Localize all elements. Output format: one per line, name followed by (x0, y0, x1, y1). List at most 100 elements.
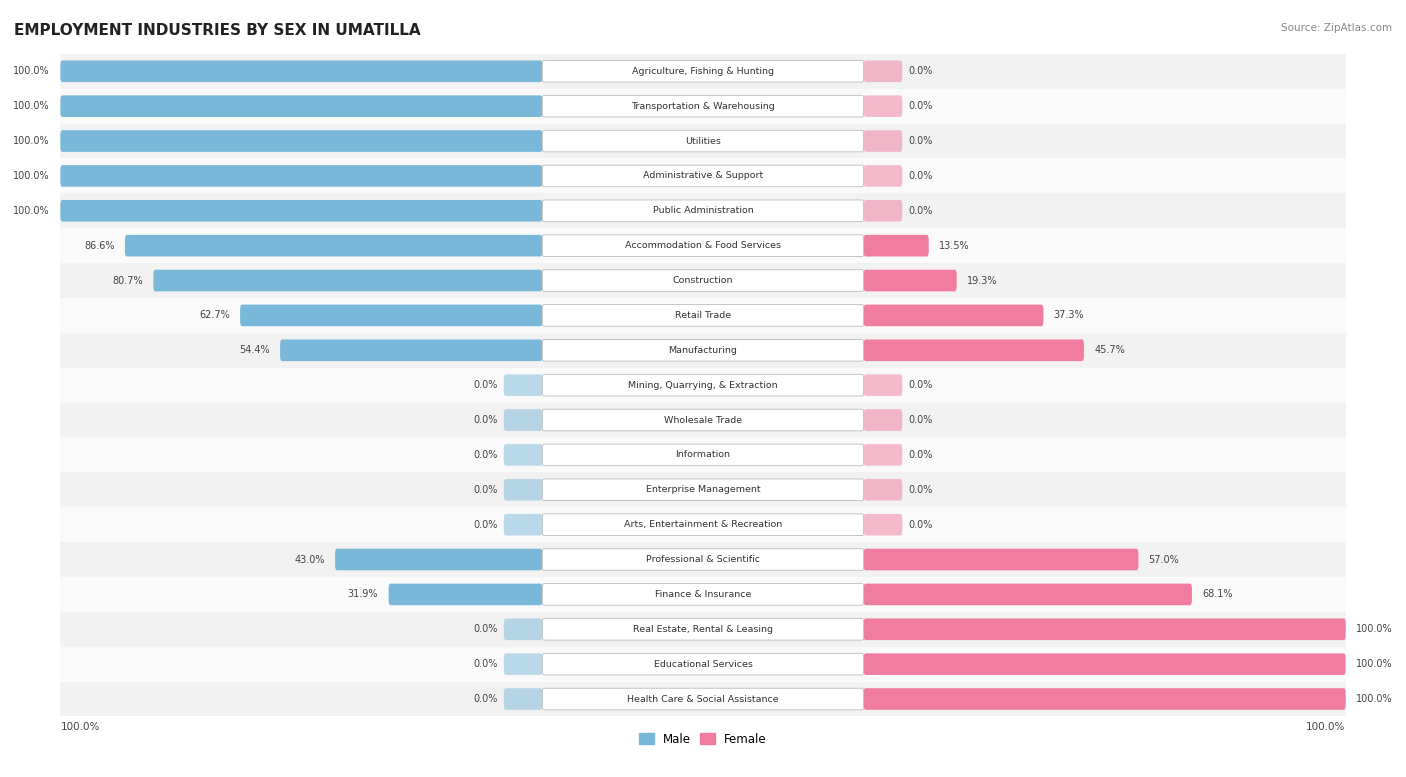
FancyBboxPatch shape (60, 165, 543, 186)
Text: Information: Information (675, 451, 731, 459)
FancyBboxPatch shape (863, 375, 903, 396)
Text: 100.0%: 100.0% (14, 206, 51, 216)
Text: Transportation & Warehousing: Transportation & Warehousing (631, 102, 775, 110)
FancyBboxPatch shape (503, 653, 543, 675)
Text: 43.0%: 43.0% (294, 555, 325, 565)
Bar (60, 159, 1346, 193)
FancyBboxPatch shape (60, 200, 543, 221)
FancyBboxPatch shape (863, 409, 903, 430)
Bar (60, 577, 1346, 611)
Text: 86.6%: 86.6% (84, 241, 115, 251)
Text: 45.7%: 45.7% (1094, 345, 1125, 355)
Text: 0.0%: 0.0% (908, 206, 934, 216)
Text: 0.0%: 0.0% (472, 485, 498, 495)
Bar (60, 124, 1346, 159)
FancyBboxPatch shape (543, 131, 863, 152)
Text: 100.0%: 100.0% (14, 136, 51, 146)
FancyBboxPatch shape (543, 444, 863, 465)
Bar (60, 89, 1346, 124)
Text: EMPLOYMENT INDUSTRIES BY SEX IN UMATILLA: EMPLOYMENT INDUSTRIES BY SEX IN UMATILLA (14, 23, 420, 38)
Text: Professional & Scientific: Professional & Scientific (645, 555, 761, 564)
FancyBboxPatch shape (863, 270, 956, 291)
Bar (60, 54, 1346, 89)
Text: Health Care & Social Assistance: Health Care & Social Assistance (627, 695, 779, 703)
Text: 13.5%: 13.5% (939, 241, 970, 251)
Legend: Male, Female: Male, Female (634, 728, 772, 751)
Text: Arts, Entertainment & Recreation: Arts, Entertainment & Recreation (624, 520, 782, 529)
FancyBboxPatch shape (153, 270, 543, 291)
Text: Finance & Insurance: Finance & Insurance (655, 590, 751, 599)
FancyBboxPatch shape (543, 653, 863, 675)
Text: Educational Services: Educational Services (654, 660, 752, 669)
Text: 0.0%: 0.0% (908, 171, 934, 181)
Bar (60, 193, 1346, 228)
Text: 0.0%: 0.0% (908, 136, 934, 146)
FancyBboxPatch shape (503, 479, 543, 500)
FancyBboxPatch shape (503, 514, 543, 535)
FancyBboxPatch shape (503, 688, 543, 710)
FancyBboxPatch shape (863, 200, 903, 221)
FancyBboxPatch shape (863, 549, 1139, 570)
FancyBboxPatch shape (543, 270, 863, 291)
Text: 0.0%: 0.0% (908, 101, 934, 111)
FancyBboxPatch shape (503, 618, 543, 640)
FancyBboxPatch shape (543, 96, 863, 117)
Text: 100.0%: 100.0% (1355, 659, 1392, 669)
Text: 0.0%: 0.0% (908, 380, 934, 390)
FancyBboxPatch shape (60, 61, 543, 82)
Bar (60, 646, 1346, 681)
Text: 100.0%: 100.0% (1355, 694, 1392, 704)
FancyBboxPatch shape (60, 131, 543, 152)
FancyBboxPatch shape (863, 235, 929, 256)
Text: Administrative & Support: Administrative & Support (643, 172, 763, 180)
Text: 57.0%: 57.0% (1149, 555, 1180, 565)
FancyBboxPatch shape (543, 688, 863, 710)
FancyBboxPatch shape (543, 235, 863, 256)
Text: 0.0%: 0.0% (472, 450, 498, 460)
FancyBboxPatch shape (863, 514, 903, 535)
FancyBboxPatch shape (863, 444, 903, 465)
FancyBboxPatch shape (388, 584, 543, 605)
Text: 0.0%: 0.0% (472, 415, 498, 425)
FancyBboxPatch shape (863, 96, 903, 117)
Bar (60, 368, 1346, 402)
Text: Real Estate, Rental & Leasing: Real Estate, Rental & Leasing (633, 625, 773, 634)
Bar (60, 402, 1346, 437)
FancyBboxPatch shape (863, 165, 903, 186)
FancyBboxPatch shape (863, 688, 1346, 710)
FancyBboxPatch shape (280, 340, 543, 361)
Text: Retail Trade: Retail Trade (675, 311, 731, 320)
Text: Accommodation & Food Services: Accommodation & Food Services (626, 241, 780, 250)
Text: 0.0%: 0.0% (908, 520, 934, 530)
FancyBboxPatch shape (863, 61, 903, 82)
Bar (60, 681, 1346, 716)
Text: Wholesale Trade: Wholesale Trade (664, 416, 742, 424)
Bar (60, 228, 1346, 263)
Text: 100.0%: 100.0% (14, 101, 51, 111)
FancyBboxPatch shape (125, 235, 543, 256)
FancyBboxPatch shape (863, 131, 903, 152)
Text: 0.0%: 0.0% (472, 694, 498, 704)
Text: 0.0%: 0.0% (472, 624, 498, 634)
Text: 62.7%: 62.7% (200, 310, 229, 320)
FancyBboxPatch shape (60, 96, 543, 117)
Text: 100.0%: 100.0% (1355, 624, 1392, 634)
FancyBboxPatch shape (863, 584, 1192, 605)
Text: Source: ZipAtlas.com: Source: ZipAtlas.com (1281, 23, 1392, 33)
Text: Construction: Construction (672, 276, 734, 285)
FancyBboxPatch shape (543, 61, 863, 82)
Bar (60, 333, 1346, 368)
Text: 0.0%: 0.0% (472, 520, 498, 530)
Text: 0.0%: 0.0% (472, 380, 498, 390)
FancyBboxPatch shape (543, 514, 863, 535)
FancyBboxPatch shape (543, 165, 863, 186)
FancyBboxPatch shape (543, 584, 863, 605)
Text: Enterprise Management: Enterprise Management (645, 486, 761, 494)
FancyBboxPatch shape (863, 479, 903, 500)
FancyBboxPatch shape (543, 305, 863, 326)
Text: Manufacturing: Manufacturing (669, 346, 737, 355)
Text: 19.3%: 19.3% (967, 276, 997, 285)
Bar (60, 298, 1346, 333)
FancyBboxPatch shape (503, 375, 543, 396)
Text: Public Administration: Public Administration (652, 206, 754, 215)
